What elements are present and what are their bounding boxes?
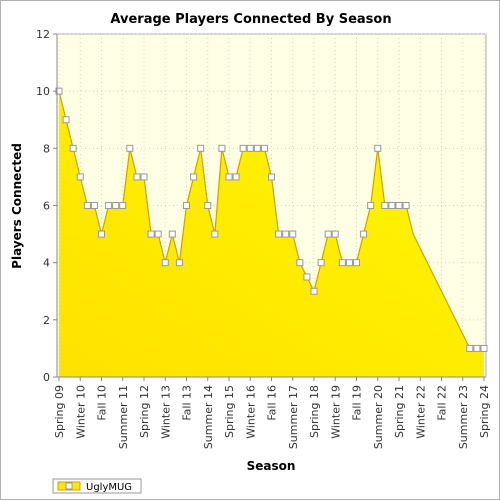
data-point bbox=[83, 202, 91, 209]
x-tick-label: Winter 19 bbox=[329, 385, 342, 439]
data-point bbox=[133, 173, 141, 181]
x-tick-label: Winter 10 bbox=[74, 385, 87, 439]
data-point bbox=[296, 259, 304, 267]
data-point bbox=[303, 273, 311, 281]
data-point bbox=[76, 173, 84, 181]
chart-title: Average Players Connected By Season bbox=[110, 12, 391, 27]
data-point bbox=[154, 230, 162, 238]
data-point bbox=[310, 287, 318, 295]
x-tick-label: Fall 10 bbox=[96, 385, 109, 421]
data-point bbox=[126, 144, 134, 152]
y-tick-label: 8 bbox=[43, 142, 50, 155]
data-point bbox=[161, 259, 169, 267]
x-tick-label: Winter 13 bbox=[159, 385, 172, 439]
data-point bbox=[175, 259, 183, 267]
data-point bbox=[338, 259, 346, 267]
legend-marker bbox=[65, 482, 73, 490]
x-tick-label: Summer 14 bbox=[202, 385, 215, 449]
data-point bbox=[367, 202, 375, 209]
data-point bbox=[62, 116, 70, 124]
data-point bbox=[473, 344, 481, 352]
data-point bbox=[105, 202, 113, 209]
data-point bbox=[239, 144, 247, 152]
y-tick-label: 0 bbox=[43, 371, 50, 384]
legend: UglyMUG bbox=[52, 478, 142, 494]
data-point bbox=[197, 144, 205, 152]
data-point bbox=[119, 202, 127, 209]
x-tick-label: Spring 09 bbox=[53, 385, 66, 438]
data-point bbox=[69, 144, 77, 152]
data-point bbox=[253, 144, 261, 152]
data-point bbox=[466, 344, 474, 352]
y-tick-label: 6 bbox=[43, 200, 50, 213]
plot-area: 0 2 4 6 8 10 12 Spring 09 Winter 10 Fall 10 Summer… bbox=[36, 28, 491, 449]
x-tick-label: Fall 16 bbox=[266, 385, 279, 421]
x-tick-label: Winter 16 bbox=[244, 385, 257, 439]
data-point bbox=[211, 230, 219, 238]
series-area bbox=[59, 91, 484, 378]
x-tick-label: Spring 12 bbox=[138, 385, 151, 438]
data-point bbox=[225, 173, 233, 181]
y-axis-label: Players Connected bbox=[10, 143, 24, 269]
x-tick-label: Spring 15 bbox=[223, 385, 236, 438]
data-point bbox=[218, 144, 226, 152]
data-point bbox=[374, 144, 382, 152]
x-tick-label: Summer 20 bbox=[372, 385, 385, 449]
data-point bbox=[317, 259, 325, 267]
x-tick-label: Summer 11 bbox=[117, 385, 130, 449]
x-tick-label: Fall 22 bbox=[436, 385, 449, 421]
data-point bbox=[402, 202, 410, 209]
data-point bbox=[183, 202, 190, 209]
y-tick-label: 12 bbox=[36, 28, 50, 41]
data-point bbox=[112, 202, 120, 209]
data-point bbox=[190, 173, 198, 181]
data-point bbox=[324, 230, 332, 238]
data-point bbox=[147, 230, 155, 238]
data-point bbox=[480, 344, 488, 352]
x-tick-label: Summer 23 bbox=[457, 385, 470, 449]
y-tick-label: 10 bbox=[36, 85, 50, 98]
data-point bbox=[275, 230, 283, 238]
data-point bbox=[388, 202, 396, 209]
data-point bbox=[204, 202, 212, 209]
data-point bbox=[360, 230, 368, 238]
data-point bbox=[282, 230, 290, 238]
data-point bbox=[381, 202, 389, 209]
data-point bbox=[268, 173, 275, 181]
x-tick-label: Spring 24 bbox=[478, 385, 491, 438]
legend-label: UglyMUG bbox=[86, 482, 132, 493]
data-point bbox=[331, 230, 339, 238]
data-point bbox=[98, 230, 105, 238]
y-tick-label: 2 bbox=[43, 314, 50, 327]
x-tick-label: Spring 18 bbox=[308, 385, 321, 438]
data-point bbox=[353, 259, 360, 267]
data-point bbox=[260, 144, 268, 152]
data-point bbox=[232, 173, 240, 181]
data-point bbox=[140, 173, 148, 181]
x-tick-label: Fall 13 bbox=[181, 385, 194, 421]
data-point bbox=[90, 202, 98, 209]
y-tick-label: 4 bbox=[43, 257, 50, 270]
x-tick-label: Winter 22 bbox=[414, 385, 427, 439]
x-axis-label: Season bbox=[247, 459, 296, 473]
x-tick-label: Fall 19 bbox=[351, 385, 364, 421]
x-tick-label: Spring 21 bbox=[393, 385, 406, 438]
data-point bbox=[168, 230, 176, 238]
data-point bbox=[246, 144, 254, 152]
data-point bbox=[395, 202, 403, 209]
x-tick-label: Summer 17 bbox=[287, 385, 300, 449]
data-point bbox=[289, 230, 297, 238]
data-point bbox=[345, 259, 353, 267]
